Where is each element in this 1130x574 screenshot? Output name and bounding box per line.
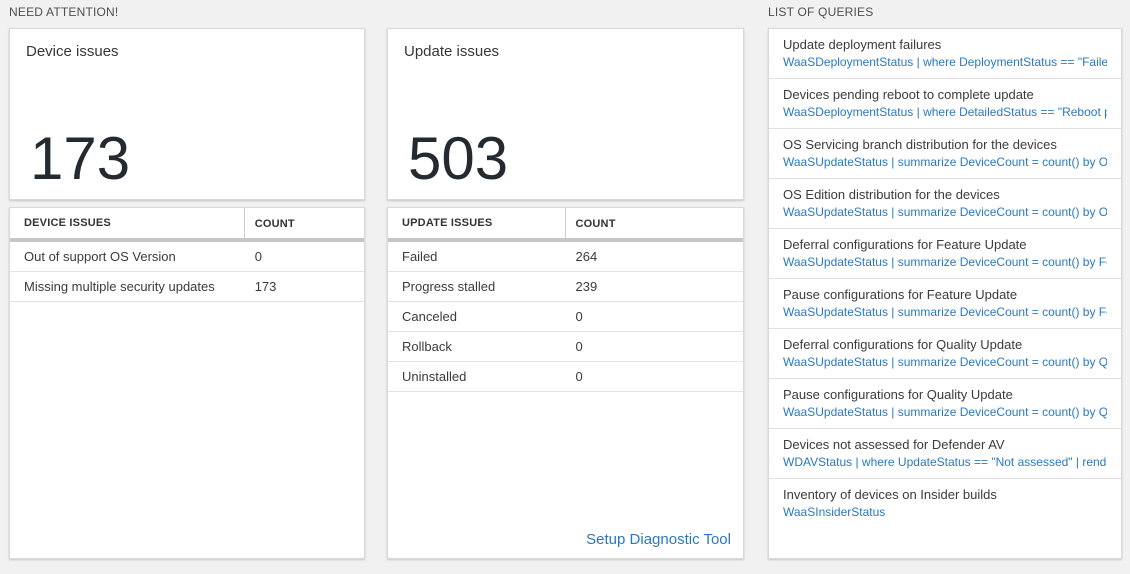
count-header-label: COUNT (254, 218, 295, 230)
device-issues-column: NEED ATTENTION! Device issues 173 DEVICE… (9, 5, 365, 559)
query-title: OS Edition distribution for the devices (783, 187, 1000, 202)
setup-diagnostic-tool-link[interactable]: Setup Diagnostic Tool (586, 531, 731, 548)
query-item[interactable]: Update deployment failures WaaSDeploymen… (769, 29, 1121, 79)
query-item[interactable]: Devices not assessed for Defender AV WDA… (769, 429, 1121, 479)
row-label: Rollback (402, 338, 452, 354)
device-issues-header-label: DEVICE ISSUES (24, 217, 111, 229)
query-link[interactable]: WaaSUpdateStatus | summarize DeviceCount… (783, 405, 1107, 419)
update-issues-header-label: UPDATE ISSUES (402, 217, 493, 229)
count-header-cell: COUNT (245, 214, 295, 232)
query-link[interactable]: WaaSUpdateStatus | summarize DeviceCount… (783, 255, 1107, 269)
update-issues-tile[interactable]: Update issues 503 (387, 28, 744, 200)
update-issues-title: Update issues (404, 43, 500, 60)
update-issues-column: Update issues 503 UPDATE ISSUES COUNT Fa… (387, 5, 744, 559)
query-title: Devices not assessed for Defender AV (783, 437, 1005, 452)
query-link[interactable]: WaaSUpdateStatus | summarize DeviceCount… (783, 355, 1107, 369)
query-link[interactable]: WaaSUpdateStatus | summarize DeviceCount… (783, 205, 1107, 219)
row-label: Failed (402, 248, 438, 264)
query-title: Update deployment failures (783, 37, 942, 52)
table-row[interactable]: Out of support OS Version 0 (10, 242, 364, 272)
query-item[interactable]: Devices pending reboot to complete updat… (769, 79, 1121, 129)
table-row[interactable]: Canceled 0 (388, 302, 743, 332)
row-label: Progress stalled (402, 278, 496, 294)
count-header-cell: COUNT (566, 214, 616, 232)
row-count: 0 (254, 248, 262, 264)
query-link[interactable]: WDAVStatus | where UpdateStatus == "Not … (783, 455, 1107, 469)
query-item[interactable]: Pause configurations for Quality Update … (769, 379, 1121, 429)
row-count: 173 (254, 278, 277, 294)
row-label: Missing multiple security updates (24, 278, 215, 294)
row-count: 0 (575, 308, 583, 324)
query-title: Pause configurations for Feature Update (783, 287, 1018, 302)
row-count: 0 (575, 338, 583, 354)
row-count: 239 (575, 278, 598, 294)
query-link[interactable]: WaaSUpdateStatus | summarize DeviceCount… (783, 155, 1107, 169)
update-issues-header-cell: UPDATE ISSUES (388, 208, 566, 238)
row-label: Out of support OS Version (24, 248, 176, 264)
table-row[interactable]: Missing multiple security updates 173 (10, 272, 364, 302)
query-title: OS Servicing branch distribution for the… (783, 137, 1057, 152)
query-item[interactable]: OS Edition distribution for the devices … (769, 179, 1121, 229)
query-title: Deferral configurations for Feature Upda… (783, 237, 1027, 252)
query-item[interactable]: Pause configurations for Feature Update … (769, 279, 1121, 329)
update-issues-table-header: UPDATE ISSUES COUNT (388, 208, 743, 238)
query-title: Pause configurations for Quality Update (783, 387, 1013, 402)
row-count: 0 (575, 368, 583, 384)
row-label: Uninstalled (402, 368, 467, 384)
device-issues-title: Device issues (26, 43, 119, 60)
need-attention-header-spacer (387, 5, 744, 21)
device-issues-tile[interactable]: Device issues 173 (9, 28, 365, 200)
table-row[interactable]: Rollback 0 (388, 332, 743, 362)
table-row[interactable]: Progress stalled 239 (388, 272, 743, 302)
device-issues-table: DEVICE ISSUES COUNT Out of support OS Ve… (9, 207, 365, 559)
header-separator-bar (10, 238, 364, 242)
query-link[interactable]: WaaSDeploymentStatus | where DetailedSta… (783, 105, 1107, 119)
need-attention-header: NEED ATTENTION! (9, 5, 119, 19)
device-issues-table-header: DEVICE ISSUES COUNT (10, 208, 364, 238)
query-link[interactable]: WaaSDeploymentStatus | where DeploymentS… (783, 55, 1107, 69)
row-label: Canceled (402, 308, 457, 324)
query-item[interactable]: Deferral configurations for Feature Upda… (769, 229, 1121, 279)
query-link[interactable]: WaaSInsiderStatus (783, 505, 886, 519)
query-title: Devices pending reboot to complete updat… (783, 87, 1034, 102)
table-row[interactable]: Uninstalled 0 (388, 362, 743, 392)
update-issues-table: UPDATE ISSUES COUNT Failed 264 Progress … (387, 207, 744, 559)
header-separator-bar (388, 238, 743, 242)
table-row[interactable]: Failed 264 (388, 242, 743, 272)
query-title: Deferral configurations for Quality Upda… (783, 337, 1023, 352)
queries-column: LIST OF QUERIES Update deployment failur… (768, 5, 1122, 559)
queries-list: Update deployment failures WaaSDeploymen… (768, 28, 1122, 559)
query-item[interactable]: OS Servicing branch distribution for the… (769, 129, 1121, 179)
query-item[interactable]: Deferral configurations for Quality Upda… (769, 329, 1121, 379)
query-item[interactable]: Inventory of devices on Insider builds W… (769, 479, 1121, 528)
update-issues-count: 503 (408, 125, 509, 192)
query-link[interactable]: WaaSUpdateStatus | summarize DeviceCount… (783, 305, 1107, 319)
list-of-queries-header: LIST OF QUERIES (768, 5, 874, 19)
device-issues-header-cell: DEVICE ISSUES (10, 208, 245, 238)
count-header-label: COUNT (575, 218, 616, 230)
device-issues-count: 173 (30, 125, 131, 192)
row-count: 264 (575, 248, 598, 264)
query-title: Inventory of devices on Insider builds (783, 487, 997, 502)
